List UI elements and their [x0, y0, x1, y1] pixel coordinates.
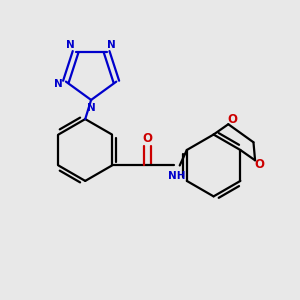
- Text: O: O: [142, 132, 152, 145]
- Text: N: N: [107, 40, 116, 50]
- Text: N: N: [66, 40, 75, 50]
- Text: N: N: [87, 103, 95, 113]
- Text: O: O: [228, 113, 238, 126]
- Text: NH: NH: [168, 171, 185, 181]
- Text: N: N: [54, 79, 62, 89]
- Text: O: O: [254, 158, 265, 171]
